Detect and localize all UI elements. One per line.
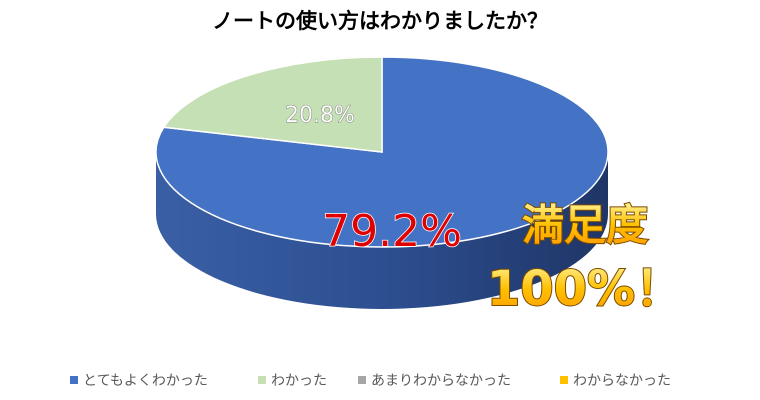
legend-marker [258,376,266,384]
legend-marker [560,376,568,384]
legend-marker [358,376,366,384]
data-label: 79.2% [322,206,462,257]
pie-side [156,152,608,309]
annotation: 満足度 [522,201,648,250]
legend-label: あまりわからなかった [371,373,511,389]
annotation: 100%！ [487,261,683,317]
pie-slice [155,56,609,248]
legend-label: とてもよくわかった [83,373,208,389]
legend-label: わかった [271,373,327,389]
pie-slice [162,56,383,153]
data-label: 20.8% [285,103,355,128]
legend-marker [70,376,78,384]
chart-title: ノートの使い方はわかりましたか？ [212,9,548,33]
legend-label: わからなかった [573,373,671,389]
